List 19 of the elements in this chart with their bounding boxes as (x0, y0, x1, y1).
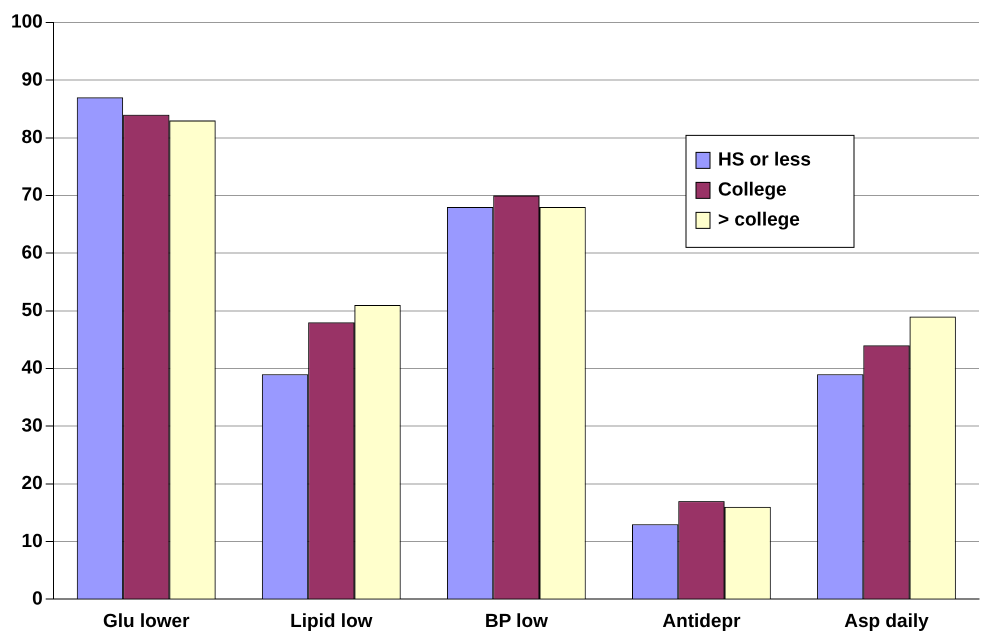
y-tick-label: 50 (22, 300, 43, 322)
legend-label: > college (718, 210, 800, 231)
y-tick-label: 40 (22, 358, 43, 379)
y-tick-label: 0 (32, 588, 43, 610)
y-tick-label: 90 (22, 69, 43, 90)
x-tick-label: Lipid low (290, 610, 373, 632)
legend-label: HS or less (718, 150, 811, 171)
y-tick-label: 20 (22, 473, 43, 494)
legend-label: College (718, 180, 787, 201)
y-tick-label: 100 (11, 12, 43, 33)
x-tick-label: BP low (484, 610, 548, 632)
x-tick-label: Asp daily (844, 610, 930, 632)
y-tick-label: 10 (22, 530, 43, 552)
y-tick-label: 30 (22, 415, 43, 436)
y-tick-label: 80 (22, 126, 43, 148)
x-tick-label: Antidepr (662, 610, 742, 632)
x-tick-label: Glu lower (102, 610, 190, 632)
y-tick-label: 70 (22, 184, 43, 206)
y-tick-label: 60 (22, 242, 43, 264)
